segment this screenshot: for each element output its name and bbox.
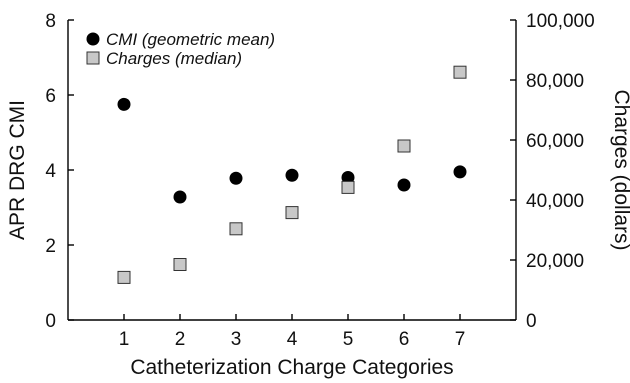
y-tick-label: 6 [45,86,56,107]
left-y-axis-title: APR DRG CMI [6,100,29,240]
right-y-axis-ticks: 0 20,000 40,000 60,000 80,000 100,000 [510,11,595,332]
x-tick-label: 5 [343,329,354,350]
legend-marker-cmi [86,32,100,46]
x-tick-label: 6 [399,329,410,350]
cmi-point [229,171,243,185]
cmi-point [173,190,187,204]
cmi-point [341,171,355,184]
charges-point [453,65,467,79]
y-tick-label: 2 [45,236,56,257]
x-tick-label: 4 [287,329,298,350]
y2-tick-label: 0 [526,311,537,332]
x-tick-label: 7 [455,329,466,350]
x-tick-label: 1 [119,329,130,350]
x-tick-label: 3 [231,329,242,350]
left-y-axis-ticks: 0 2 4 6 8 [45,11,74,332]
cmi-point [117,97,131,111]
y2-tick-label: 100,000 [526,11,595,32]
cmi-point [397,178,411,192]
y-tick-label: 0 [45,311,56,332]
cmi-point [453,165,467,179]
charges-point [341,180,355,194]
x-axis-title: Catheterization Charge Categories [130,356,453,379]
legend-marker-charges [86,51,100,65]
cmi-point [285,168,299,182]
legend-label-charges: Charges (median) [106,49,242,68]
charges-point [229,222,243,236]
charges-point [117,270,131,284]
legend-label-cmi: CMI (geometric mean) [106,30,275,49]
x-tick-label: 2 [175,329,186,350]
y2-tick-label: 40,000 [526,191,584,212]
y2-tick-label: 80,000 [526,71,584,92]
charges-point [285,206,299,220]
charges-point [397,139,411,153]
y2-tick-label: 20,000 [526,251,584,272]
legend: CMI (geometric mean) Charges (median) [86,30,275,68]
y2-tick-label: 60,000 [526,131,584,152]
y-tick-label: 8 [45,11,56,32]
x-axis-ticks: 1 2 3 4 5 6 7 [119,314,466,350]
data-marks [117,65,467,284]
charges-point [173,258,187,271]
y-tick-label: 4 [45,161,56,182]
right-y-axis-title: Charges (dollars) [610,89,630,250]
